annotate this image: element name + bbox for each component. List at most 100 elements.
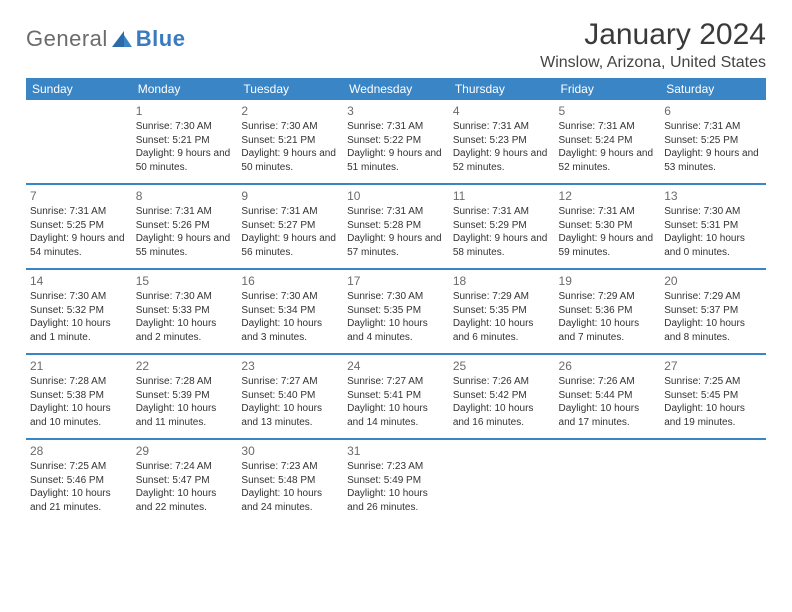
sunset-line: Sunset: 5:46 PM	[30, 474, 128, 488]
daylight-line: Daylight: 10 hours and 7 minutes.	[559, 317, 657, 344]
sunrise-line: Sunrise: 7:26 AM	[453, 375, 551, 389]
daylight-line: Daylight: 10 hours and 26 minutes.	[347, 487, 445, 514]
daylight-line: Daylight: 10 hours and 14 minutes.	[347, 402, 445, 429]
daylight-line: Daylight: 9 hours and 52 minutes.	[453, 147, 551, 174]
day-number: 5	[559, 103, 657, 119]
sunset-line: Sunset: 5:21 PM	[136, 134, 234, 148]
calendar-thead: Sunday Monday Tuesday Wednesday Thursday…	[26, 78, 766, 100]
sunrise-line: Sunrise: 7:29 AM	[664, 290, 762, 304]
daylight-line: Daylight: 10 hours and 24 minutes.	[241, 487, 339, 514]
daylight-line: Daylight: 9 hours and 55 minutes.	[136, 232, 234, 259]
daylight-line: Daylight: 10 hours and 6 minutes.	[453, 317, 551, 344]
day-cell: 26Sunrise: 7:26 AMSunset: 5:44 PMDayligh…	[555, 354, 661, 438]
daylight-line: Daylight: 10 hours and 0 minutes.	[664, 232, 762, 259]
sunrise-line: Sunrise: 7:30 AM	[136, 290, 234, 304]
day-number: 24	[347, 358, 445, 374]
calendar-body: 1Sunrise: 7:30 AMSunset: 5:21 PMDaylight…	[26, 100, 766, 523]
sunset-line: Sunset: 5:25 PM	[664, 134, 762, 148]
sunrise-line: Sunrise: 7:25 AM	[30, 460, 128, 474]
sunrise-line: Sunrise: 7:23 AM	[241, 460, 339, 474]
title-block: January 2024 Winslow, Arizona, United St…	[540, 18, 766, 72]
day-cell: 12Sunrise: 7:31 AMSunset: 5:30 PMDayligh…	[555, 184, 661, 268]
day-cell	[660, 439, 766, 523]
day-number: 11	[453, 188, 551, 204]
daylight-line: Daylight: 9 hours and 56 minutes.	[241, 232, 339, 259]
day-cell	[26, 100, 132, 183]
sunset-line: Sunset: 5:35 PM	[453, 304, 551, 318]
day-header: Tuesday	[237, 78, 343, 100]
daylight-line: Daylight: 10 hours and 22 minutes.	[136, 487, 234, 514]
day-cell: 29Sunrise: 7:24 AMSunset: 5:47 PMDayligh…	[132, 439, 238, 523]
sunset-line: Sunset: 5:38 PM	[30, 389, 128, 403]
day-number: 14	[30, 273, 128, 289]
sunset-line: Sunset: 5:44 PM	[559, 389, 657, 403]
daylight-line: Daylight: 9 hours and 50 minutes.	[241, 147, 339, 174]
sail-icon	[110, 29, 134, 49]
day-cell: 6Sunrise: 7:31 AMSunset: 5:25 PMDaylight…	[660, 100, 766, 183]
sunset-line: Sunset: 5:40 PM	[241, 389, 339, 403]
daylight-line: Daylight: 10 hours and 16 minutes.	[453, 402, 551, 429]
day-number: 29	[136, 443, 234, 459]
sunrise-line: Sunrise: 7:25 AM	[664, 375, 762, 389]
sunset-line: Sunset: 5:48 PM	[241, 474, 339, 488]
day-cell: 30Sunrise: 7:23 AMSunset: 5:48 PMDayligh…	[237, 439, 343, 523]
sunset-line: Sunset: 5:49 PM	[347, 474, 445, 488]
month-title: January 2024	[540, 18, 766, 52]
day-number: 7	[30, 188, 128, 204]
day-header-row: Sunday Monday Tuesday Wednesday Thursday…	[26, 78, 766, 100]
daylight-line: Daylight: 10 hours and 19 minutes.	[664, 402, 762, 429]
sunset-line: Sunset: 5:36 PM	[559, 304, 657, 318]
day-cell: 1Sunrise: 7:30 AMSunset: 5:21 PMDaylight…	[132, 100, 238, 183]
day-cell	[555, 439, 661, 523]
week-row: 7Sunrise: 7:31 AMSunset: 5:25 PMDaylight…	[26, 184, 766, 268]
daylight-line: Daylight: 9 hours and 50 minutes.	[136, 147, 234, 174]
daylight-line: Daylight: 9 hours and 51 minutes.	[347, 147, 445, 174]
sunrise-line: Sunrise: 7:26 AM	[559, 375, 657, 389]
day-cell: 24Sunrise: 7:27 AMSunset: 5:41 PMDayligh…	[343, 354, 449, 438]
sunrise-line: Sunrise: 7:23 AM	[347, 460, 445, 474]
day-number: 31	[347, 443, 445, 459]
day-cell: 7Sunrise: 7:31 AMSunset: 5:25 PMDaylight…	[26, 184, 132, 268]
day-cell: 27Sunrise: 7:25 AMSunset: 5:45 PMDayligh…	[660, 354, 766, 438]
day-number: 8	[136, 188, 234, 204]
day-cell: 10Sunrise: 7:31 AMSunset: 5:28 PMDayligh…	[343, 184, 449, 268]
daylight-line: Daylight: 10 hours and 8 minutes.	[664, 317, 762, 344]
day-number: 27	[664, 358, 762, 374]
daylight-line: Daylight: 9 hours and 54 minutes.	[30, 232, 128, 259]
day-cell: 23Sunrise: 7:27 AMSunset: 5:40 PMDayligh…	[237, 354, 343, 438]
day-cell: 19Sunrise: 7:29 AMSunset: 5:36 PMDayligh…	[555, 269, 661, 353]
sunset-line: Sunset: 5:33 PM	[136, 304, 234, 318]
sunrise-line: Sunrise: 7:29 AM	[559, 290, 657, 304]
sunset-line: Sunset: 5:25 PM	[30, 219, 128, 233]
day-number: 25	[453, 358, 551, 374]
day-cell: 16Sunrise: 7:30 AMSunset: 5:34 PMDayligh…	[237, 269, 343, 353]
day-cell: 28Sunrise: 7:25 AMSunset: 5:46 PMDayligh…	[26, 439, 132, 523]
sunset-line: Sunset: 5:30 PM	[559, 219, 657, 233]
sunrise-line: Sunrise: 7:31 AM	[347, 120, 445, 134]
sunset-line: Sunset: 5:26 PM	[136, 219, 234, 233]
day-cell: 15Sunrise: 7:30 AMSunset: 5:33 PMDayligh…	[132, 269, 238, 353]
day-cell: 22Sunrise: 7:28 AMSunset: 5:39 PMDayligh…	[132, 354, 238, 438]
sunset-line: Sunset: 5:22 PM	[347, 134, 445, 148]
day-number: 4	[453, 103, 551, 119]
day-cell: 9Sunrise: 7:31 AMSunset: 5:27 PMDaylight…	[237, 184, 343, 268]
day-number: 10	[347, 188, 445, 204]
sunset-line: Sunset: 5:45 PM	[664, 389, 762, 403]
day-header: Thursday	[449, 78, 555, 100]
daylight-line: Daylight: 9 hours and 52 minutes.	[559, 147, 657, 174]
sunset-line: Sunset: 5:32 PM	[30, 304, 128, 318]
sunset-line: Sunset: 5:28 PM	[347, 219, 445, 233]
sunrise-line: Sunrise: 7:30 AM	[664, 205, 762, 219]
sunrise-line: Sunrise: 7:30 AM	[347, 290, 445, 304]
day-number: 13	[664, 188, 762, 204]
sunset-line: Sunset: 5:29 PM	[453, 219, 551, 233]
week-row: 1Sunrise: 7:30 AMSunset: 5:21 PMDaylight…	[26, 100, 766, 183]
brand-word-1: General	[26, 26, 108, 52]
daylight-line: Daylight: 10 hours and 13 minutes.	[241, 402, 339, 429]
brand-logo: General Blue	[26, 26, 185, 52]
sunset-line: Sunset: 5:27 PM	[241, 219, 339, 233]
sunrise-line: Sunrise: 7:27 AM	[347, 375, 445, 389]
day-header: Wednesday	[343, 78, 449, 100]
daylight-line: Daylight: 9 hours and 57 minutes.	[347, 232, 445, 259]
sunset-line: Sunset: 5:21 PM	[241, 134, 339, 148]
